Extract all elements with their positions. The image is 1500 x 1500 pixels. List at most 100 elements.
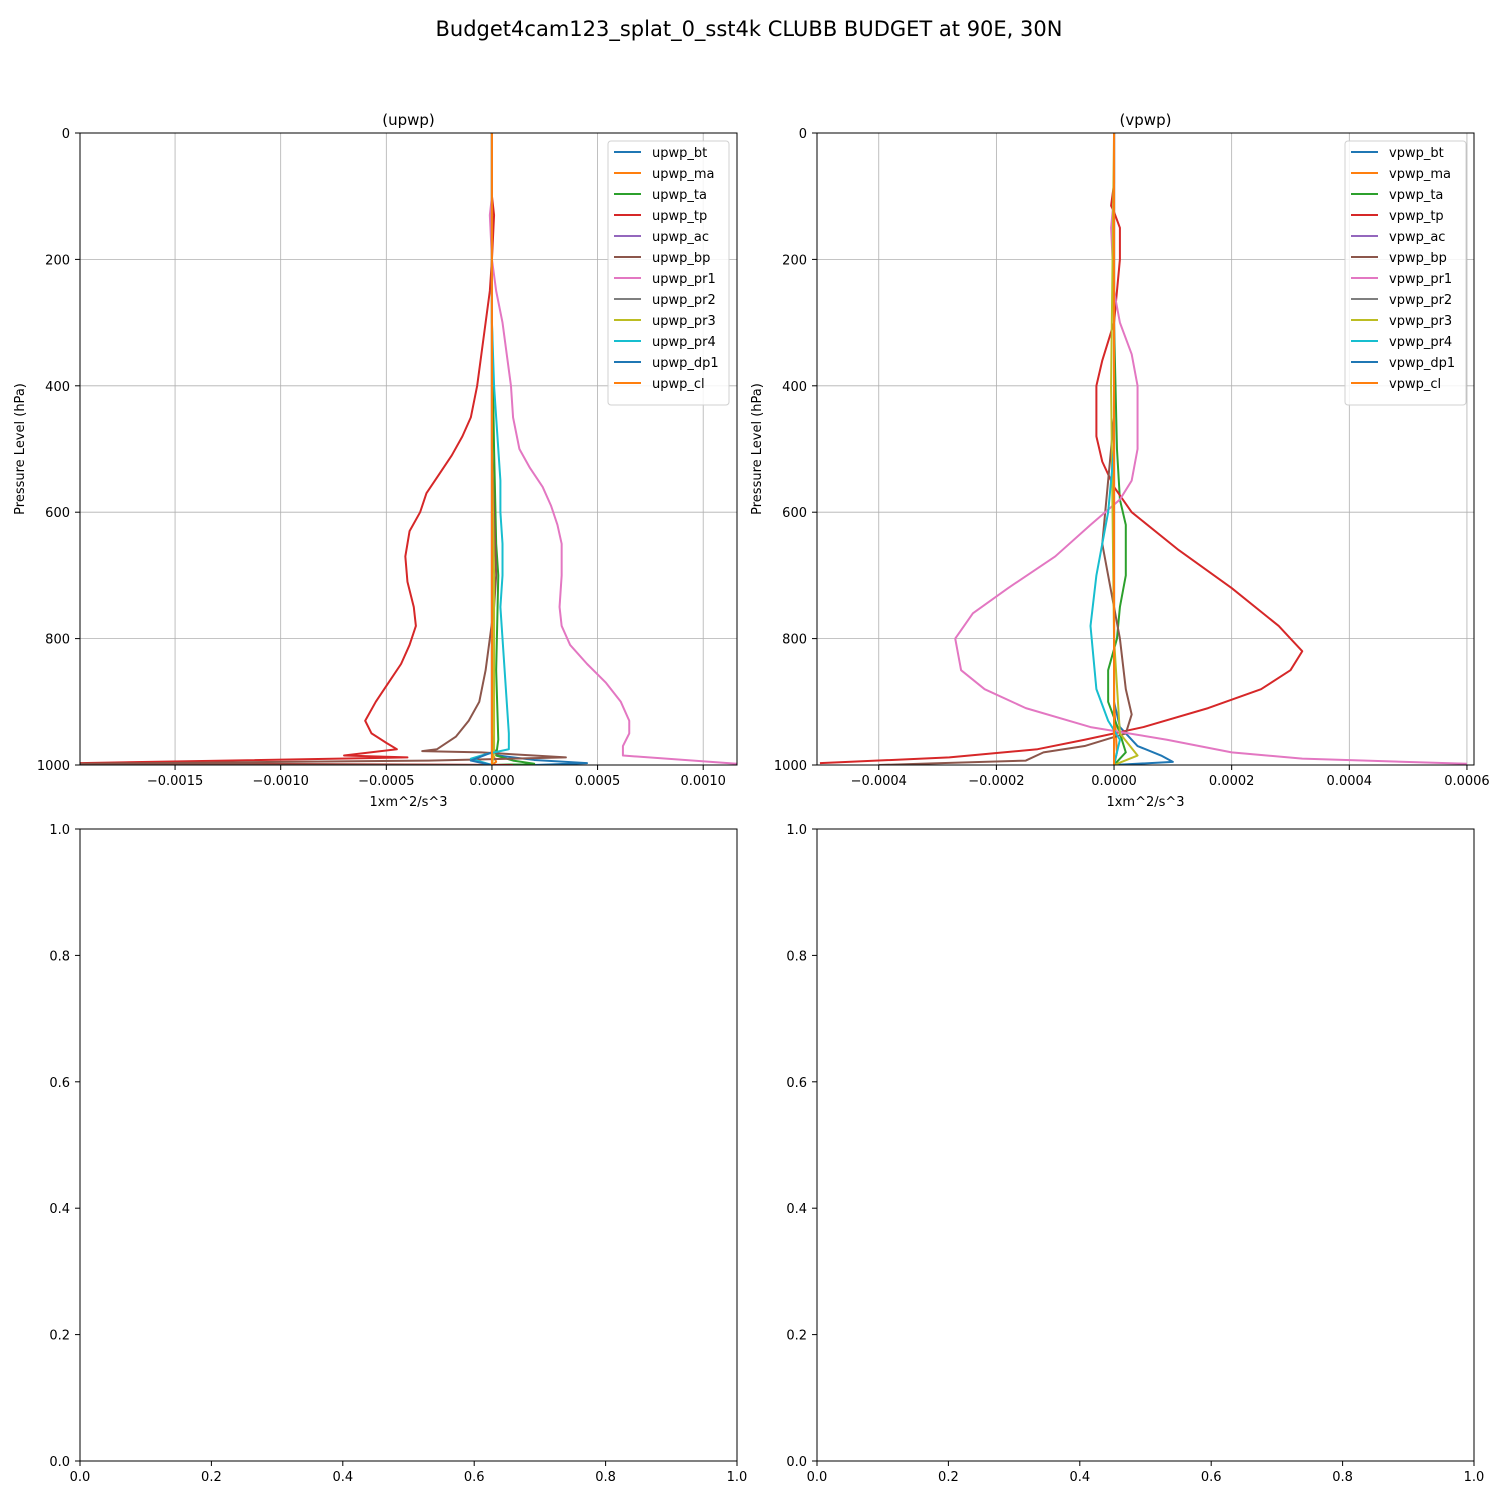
x-tick-label: 0.0006 xyxy=(1444,774,1490,789)
axes-frame xyxy=(816,828,1475,1462)
y-tick-label: 600 xyxy=(45,506,70,521)
legend-label: upwp_pr1 xyxy=(652,272,716,287)
series-line-upwp_ta xyxy=(490,133,536,765)
y-tick-label: 600 xyxy=(782,506,807,521)
y-tick-label: 800 xyxy=(782,633,807,648)
series-line-vpwp_pr3 xyxy=(1110,133,1139,765)
legend-label: upwp_ta xyxy=(652,188,707,203)
x-tick-label: 0.0004 xyxy=(1327,774,1373,789)
legend-label: vpwp_bt xyxy=(1389,146,1444,161)
series-line-upwp_tp xyxy=(80,133,514,765)
y-tick-label: 0.8 xyxy=(786,949,807,964)
x-tick-label: 0.0000 xyxy=(1091,774,1137,789)
y-tick-label: 400 xyxy=(782,380,807,395)
legend-label: upwp_pr3 xyxy=(652,314,716,329)
y-tick-label: 1.0 xyxy=(49,823,70,838)
legend-box xyxy=(1344,140,1467,406)
axes-frame xyxy=(79,828,738,1462)
x-axis-label: 1xm^2/s^3 xyxy=(369,795,447,810)
legend-label: upwp_dp1 xyxy=(652,356,719,371)
x-tick-label: −0.0010 xyxy=(252,774,308,789)
legend-label: upwp_cl xyxy=(652,377,705,392)
subplot-3: 0.0 0.2 0.4 0.6 0.8 1.0 0.0 0.2 0.4 0.6 0.8 1.0 xyxy=(49,823,747,1485)
y-tick-label: 1000 xyxy=(37,759,70,774)
legend-label: vpwp_pr2 xyxy=(1389,293,1452,308)
y-tick-label: 0.0 xyxy=(786,1455,807,1470)
x-tick-label: 0.0002 xyxy=(1209,774,1255,789)
y-tick-label: 200 xyxy=(45,253,70,268)
series-line-upwp_bt xyxy=(490,133,589,765)
x-tick-label: 0.0 xyxy=(807,1470,828,1485)
series-line-vpwp_pr1 xyxy=(954,133,1467,765)
x-tick-label: −0.0002 xyxy=(968,774,1024,789)
axes-frame xyxy=(816,132,1475,766)
legend-label: vpwp_cl xyxy=(1389,377,1441,392)
y-tick-label: 400 xyxy=(45,380,70,395)
y-tick-label: 0.4 xyxy=(786,1202,807,1217)
legend-label: upwp_pr4 xyxy=(652,335,716,350)
x-tick-label: −0.0004 xyxy=(851,774,907,789)
x-tick-label: 0.4 xyxy=(1069,1470,1090,1485)
y-tick-label: 0.4 xyxy=(49,1202,70,1217)
y-tick-label: 0 xyxy=(799,127,807,142)
y-tick-label: 1000 xyxy=(774,759,807,774)
series-line-upwp_dp1 xyxy=(469,133,493,765)
x-tick-label: 0.8 xyxy=(1332,1470,1353,1485)
x-tick-label: 0.2 xyxy=(938,1470,959,1485)
axes-frame xyxy=(79,132,738,766)
y-tick-label: 200 xyxy=(782,253,807,268)
x-tick-label: 0.0005 xyxy=(575,774,621,789)
y-tick-label: 0 xyxy=(62,127,70,142)
legend-label: vpwp_tp xyxy=(1389,209,1444,224)
subplot-title: (upwp) xyxy=(382,111,435,129)
series-line-vpwp_tp xyxy=(819,133,1304,765)
x-tick-label: 1.0 xyxy=(1464,1470,1485,1485)
legend-label: upwp_tp xyxy=(652,209,707,224)
x-tick-label: −0.0015 xyxy=(147,774,203,789)
legend-label: vpwp_pr4 xyxy=(1389,335,1452,350)
series-line-upwp_pr1 xyxy=(488,133,737,765)
y-tick-label: 800 xyxy=(45,633,70,648)
legend-label: vpwp_dp1 xyxy=(1389,356,1455,371)
x-tick-label: 0.6 xyxy=(464,1470,485,1485)
legend: upwp_bt upwp_ma upwp_ta upwp_tp upwp_ac upwp_… xyxy=(607,140,730,406)
legend-box xyxy=(607,140,730,406)
x-tick-label: 0.4 xyxy=(332,1470,353,1485)
subplot-title: (vpwp) xyxy=(1120,111,1172,129)
subplot-2: −0.0004 −0.0002 0.0000 0.0002 0.0004 0.0006 0 2… xyxy=(750,111,1490,810)
legend-label: upwp_ma xyxy=(652,167,715,182)
x-tick-label: 0.0010 xyxy=(680,774,726,789)
y-tick-label: 0.6 xyxy=(786,1076,807,1091)
legend-label: vpwp_pr1 xyxy=(1389,272,1452,287)
legend-label: vpwp_ma xyxy=(1389,167,1451,182)
plot-area xyxy=(819,133,1467,765)
y-axis-label: Pressure Level (hPa) xyxy=(13,383,28,515)
x-tick-label: 0.2 xyxy=(201,1470,222,1485)
legend-label: upwp_bt xyxy=(652,146,707,161)
legend-label: vpwp_bp xyxy=(1389,251,1447,266)
subplot-1: −0.0015 −0.0010 −0.0005 0.0000 0.0005 0.0010 0… xyxy=(13,111,738,810)
legend-label: vpwp_ac xyxy=(1389,230,1445,245)
y-axis-label: Pressure Level (hPa) xyxy=(750,383,765,515)
legend-label: upwp_bp xyxy=(652,251,710,266)
x-tick-label: 0.0000 xyxy=(469,774,515,789)
legend-label: upwp_pr2 xyxy=(652,293,716,308)
x-tick-label: 1.0 xyxy=(727,1470,748,1485)
subplot-grid: −0.0015 −0.0010 −0.0005 0.0000 0.0005 0.00100… xyxy=(13,111,1490,1485)
subplot-4: 0.0 0.2 0.4 0.6 0.8 1.0 0.0 0.2 0.4 0.6 0.8 1.0 xyxy=(786,823,1484,1485)
legend-label: upwp_ac xyxy=(652,230,709,245)
legend-label: vpwp_pr3 xyxy=(1389,314,1452,329)
plot-area xyxy=(80,133,737,765)
x-tick-label: 0.0 xyxy=(70,1470,91,1485)
y-tick-label: 0.6 xyxy=(49,1076,70,1091)
y-tick-label: 0.8 xyxy=(49,949,70,964)
x-axis-label: 1xm^2/s^3 xyxy=(1106,795,1184,810)
x-tick-label: 0.8 xyxy=(595,1470,616,1485)
y-tick-label: 0.0 xyxy=(49,1455,70,1470)
y-tick-label: 1.0 xyxy=(786,823,807,838)
legend-label: vpwp_ta xyxy=(1389,188,1443,203)
x-tick-label: −0.0005 xyxy=(358,774,414,789)
y-tick-label: 0.2 xyxy=(786,1329,807,1344)
y-tick-label: 0.2 xyxy=(49,1329,70,1344)
